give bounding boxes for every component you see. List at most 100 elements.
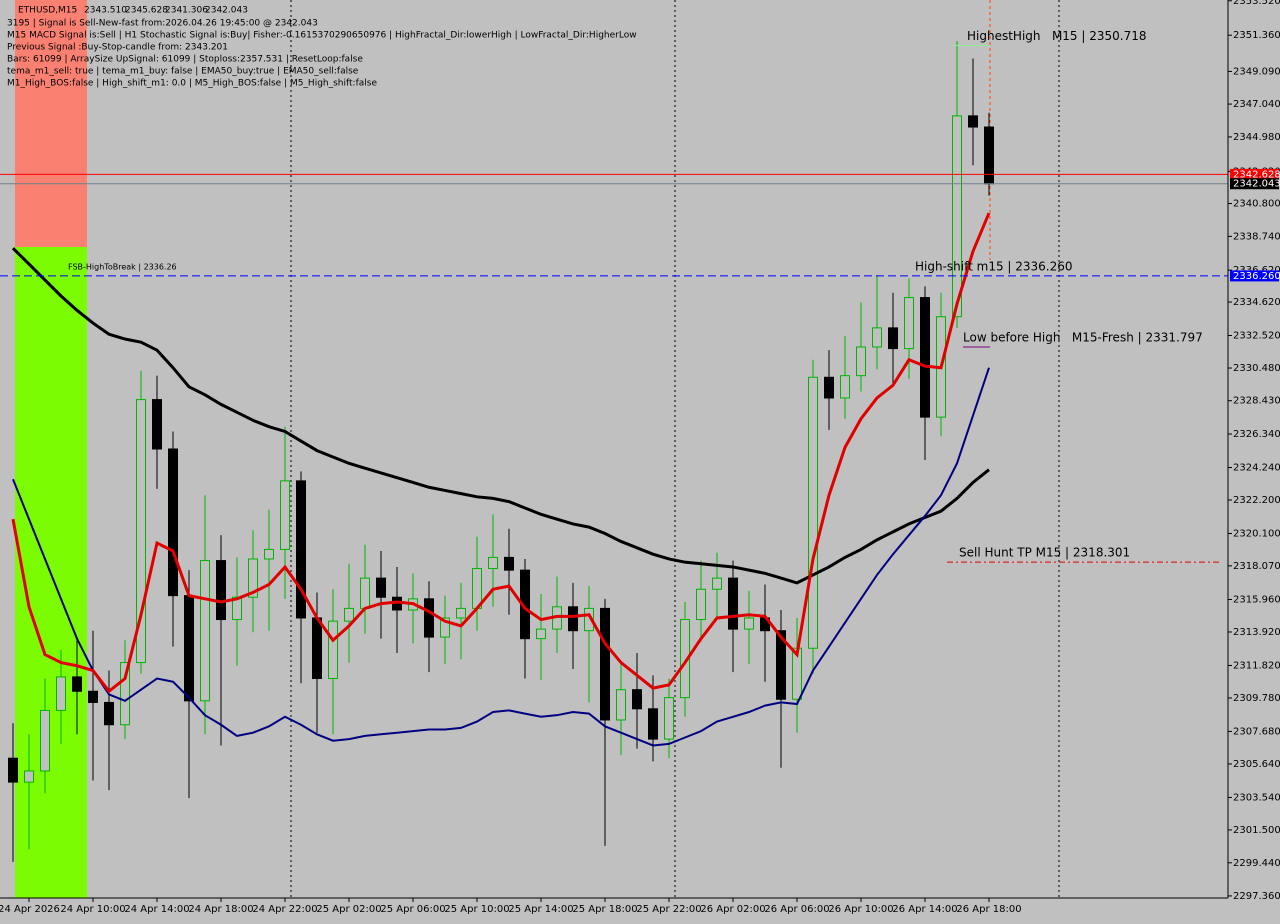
moving-average [11,212,991,694]
candle-body [872,327,882,348]
info-line: Bars: 61099 | ArraySize UpSignal: 61099 … [7,55,363,65]
y-tick-label: 2351.360 [1233,30,1280,41]
candle-body [696,588,706,621]
candle-body [136,399,146,664]
candle-body [24,770,34,783]
y-tick-label: 2347.040 [1233,99,1280,110]
y-tick-label: 2309.780 [1233,693,1280,704]
candle-body [664,697,674,740]
candle-body [952,115,962,318]
candle-body [56,676,66,711]
symbol: ETHUSD,M15 [18,6,77,16]
y-tick-label: 2320.100 [1233,528,1280,539]
candle-body [856,346,866,377]
candle-body [808,376,818,649]
candle-body [680,619,690,699]
x-tick-label: 25 Apr 06:00 [380,904,445,915]
candle-body [712,577,722,590]
candle-body [88,690,98,703]
candle-body [920,297,930,418]
candle-body [568,606,578,632]
candle-body [616,689,626,721]
y-tick-label: 2307.680 [1233,726,1280,737]
y-tick-label: 2338.740 [1233,231,1280,242]
y-tick-label: 2299.440 [1233,858,1280,869]
y-tick-label: 2344.980 [1233,132,1280,143]
candle-body [280,480,290,550]
candle-body [424,598,434,638]
x-tick-label: 24 Apr 10:00 [60,904,125,915]
candle-body [824,376,834,399]
candle-body [904,297,914,350]
candle-body [840,375,850,399]
info-line: M15 MACD Signal is:Sell | H1 Stochastic … [7,31,637,41]
y-tick-label: 2313.920 [1233,627,1280,638]
candle-body [216,560,226,621]
y-tick-label: 2322.200 [1233,495,1280,506]
x-tick-label: 26 Apr 18:00 [956,904,1021,915]
candle-body [600,607,610,721]
x-tick-label: 24 Apr 22:00 [252,904,317,915]
x-tick-label: 25 Apr 10:00 [444,904,509,915]
plot: HighestHigh M15 | 2350.718 High-shift m15… [0,29,1228,862]
x-tick-label: 26 Apr 14:00 [892,904,957,915]
candle-body [888,327,898,350]
x-tick-label: 25 Apr 22:00 [636,904,701,915]
info-line: M1_High_BOS:false | High_shift_m1: 0.0 |… [7,79,377,89]
y-tick-label: 2340.800 [1233,199,1280,210]
candle-body [312,617,322,680]
ohlc-close: 2342.043 [205,6,248,16]
ohlc-open: 2343.510 [84,6,127,16]
candle-body [376,577,386,598]
x-tick-label: 25 Apr 14:00 [508,904,573,915]
candle-body [440,617,450,638]
x-tick-label: 26 Apr 10:00 [828,904,893,915]
candle-body [120,662,130,726]
candle-body [456,607,466,619]
level-label: FSB-HighToBreak | 2336.26 [68,262,177,271]
x-tick-label: 25 Apr 02:00 [316,904,381,915]
candle-body [360,577,370,609]
candle-body [184,595,194,702]
y-tick-label: 2297.360 [1233,891,1280,902]
candle-body [344,607,354,622]
candle-body [584,607,594,632]
price-tag [1230,270,1279,282]
candle-body [744,617,754,630]
price-tag [1230,168,1279,180]
info-line: 3195 | Signal is Sell-New-fast from:2026… [7,19,318,29]
ohlc-high: 2345.628 [125,6,168,16]
x-tick-label: 24 Apr 2026 [0,904,60,915]
y-tick-label: 2324.240 [1233,462,1280,473]
x-tick-label: 25 Apr 18:00 [572,904,637,915]
candle-body [968,115,978,128]
y-tick-label: 2353.520 [1233,0,1280,7]
candle-body [200,560,210,702]
candle-body [776,630,786,700]
candle-body [264,548,274,560]
candle-body [488,556,498,570]
candle-body [248,558,258,598]
candle-body [8,757,18,783]
level-label: Sell Hunt TP M15 | 2318.301 [959,546,1130,560]
candle-body [504,556,514,571]
x-tick-label: 26 Apr 06:00 [764,904,829,915]
x-tick-label: 24 Apr 18:00 [188,904,253,915]
y-tick-label: 2305.640 [1233,759,1280,770]
x-tick-label: 26 Apr 02:00 [700,904,765,915]
candle-body [104,701,114,726]
y-tick-label: 2326.340 [1233,429,1280,440]
candle-body [72,676,82,692]
moving-average [11,247,990,585]
y-tick-label: 2311.820 [1233,660,1280,671]
candle-body [296,480,306,619]
level-label: Low before High M15-Fresh | 2331.797 [963,331,1203,345]
candle-body [168,448,178,597]
y-tick-label: 2332.520 [1233,331,1280,342]
candle-body [40,709,50,772]
price-tag-label: 2336.260 [1233,271,1280,282]
y-tick-label: 2315.960 [1233,594,1280,605]
level-label: HighestHigh M15 | 2350.718 [967,29,1147,43]
y-tick-label: 2303.540 [1233,792,1280,803]
